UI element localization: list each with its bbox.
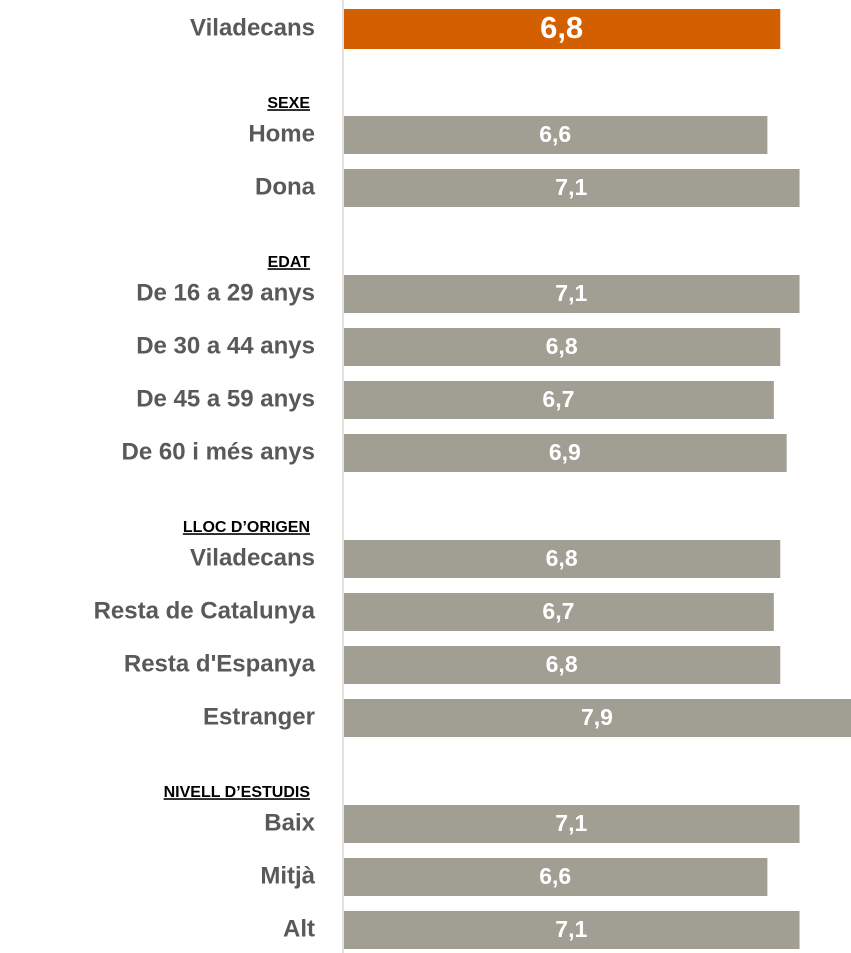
group-heading: SEXE (267, 95, 310, 112)
bar (344, 434, 787, 472)
value-label: 7,1 (555, 916, 587, 942)
value-label: 7,9 (581, 704, 613, 730)
category-label: Alt (283, 915, 315, 942)
bar (344, 275, 800, 313)
category-label: Resta de Catalunya (94, 597, 316, 624)
category-label: Estranger (203, 703, 315, 730)
category-label: Mitjà (260, 862, 315, 889)
value-label: 6,8 (546, 545, 578, 571)
value-label: 6,6 (539, 121, 571, 147)
bar (344, 328, 781, 366)
group-heading: EDAT (268, 254, 311, 271)
bar (344, 699, 851, 737)
bar (344, 593, 774, 631)
value-label: 7,1 (555, 810, 587, 836)
value-label: 6,8 (546, 651, 578, 677)
value-label: 7,1 (555, 280, 587, 306)
group-heading: LLOC D’ORIGEN (183, 519, 310, 536)
category-label: Dona (255, 173, 316, 200)
category-label: De 16 a 29 anys (136, 279, 315, 306)
category-label: Home (248, 120, 315, 147)
bar (344, 169, 800, 207)
bar (344, 381, 774, 419)
category-label: De 60 i més anys (122, 438, 315, 465)
value-label: 6,8 (540, 10, 583, 45)
value-label: 6,7 (542, 386, 574, 412)
value-label: 6,7 (542, 598, 574, 624)
category-label: De 30 a 44 anys (136, 332, 315, 359)
value-label: 7,1 (555, 174, 587, 200)
bar (344, 540, 781, 578)
category-label: Viladecans (190, 14, 315, 41)
bar (344, 858, 768, 896)
bar (344, 805, 800, 843)
category-label: Resta d'Espanya (124, 650, 316, 677)
value-label: 6,8 (546, 333, 578, 359)
category-label: Baix (264, 809, 315, 836)
bar (344, 116, 768, 154)
bar (344, 646, 781, 684)
value-label: 6,6 (539, 863, 571, 889)
category-label: Viladecans (190, 544, 315, 571)
category-label: De 45 a 59 anys (136, 385, 315, 412)
bar (344, 9, 781, 49)
bar (344, 911, 800, 949)
group-heading: NIVELL D’ESTUDIS (164, 784, 311, 801)
value-label: 6,9 (549, 439, 581, 465)
